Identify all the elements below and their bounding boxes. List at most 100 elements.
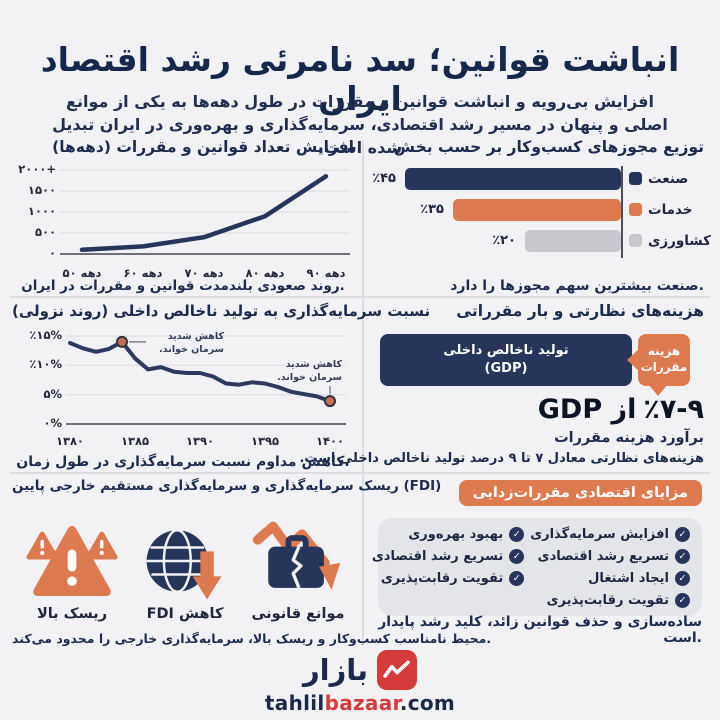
url-part-brand: bazaar bbox=[324, 691, 400, 715]
laws-growth-chart-section: افزایش تعداد قوانین و مقررات (دهه‌ها) ۰ ۵… bbox=[12, 138, 358, 294]
section-caption: ساده‌سازی و حذف قوانین زائد، کلید رشد پا… bbox=[378, 614, 702, 646]
gdp-box-line2: (GDP) bbox=[484, 361, 528, 376]
x-tick-label: ۱۴۰۰ bbox=[315, 434, 345, 448]
x-tick-label: دهه ۶۰ bbox=[123, 266, 163, 280]
y-tick-label: ۰% bbox=[43, 416, 62, 430]
benefit-item: ✓ افزایش سرمایه‌گذاری bbox=[530, 527, 690, 542]
brand-logo: بازار bbox=[302, 650, 418, 690]
cost-estimate-label: برآورد هزینه مقررات bbox=[554, 430, 704, 446]
x-tick-label: دهه ۷۰ bbox=[184, 266, 224, 280]
bar-category-label: صنعت bbox=[648, 171, 689, 187]
cost-badge-line1: هزینه bbox=[647, 344, 681, 359]
chart-title: توزیع مجوزهای کسب‌وکار بر حسب بخش bbox=[393, 138, 704, 156]
horizontal-divider bbox=[10, 296, 710, 298]
bar-category-label: خدمات bbox=[648, 202, 693, 218]
cost-of-gdp: از GDP bbox=[537, 394, 637, 425]
chart-caption: صنعت بیشترین سهم مجوزها را دارد. bbox=[450, 278, 704, 294]
annotation-line: کاهش شدید bbox=[167, 331, 224, 342]
chart-title: نسبت سرمایه‌گذاری به تولید ناخالص داخلی … bbox=[12, 302, 431, 320]
deregulation-benefits-section: مزایای اقتصادی مقررات‌زدایی ✓ افزایش سرما… bbox=[372, 478, 708, 646]
page-title: انباشت قوانین؛ سد نامرئی رشد اقتصاد ایرا… bbox=[40, 40, 680, 119]
cost-percent-range: ٪۷-۹ bbox=[643, 394, 704, 425]
bar-خدمات bbox=[453, 199, 621, 221]
y-tick-label: ٪۱۰% bbox=[29, 357, 62, 372]
annotation-sharp-decline: کاهش شدید سرمان خواند. bbox=[150, 331, 224, 357]
y-tick-label: ۰ bbox=[48, 246, 56, 260]
bar-value-label: ٪۳۵ bbox=[420, 202, 444, 217]
benefit-item-label: تقویت رقابت‌پذیری bbox=[380, 571, 504, 586]
regulatory-cost-section: هزینه‌های نظارتی و بار مقرراتی تولید ناخ… bbox=[299, 302, 708, 470]
zigzag-chart-icon bbox=[383, 660, 410, 678]
warning-triangles-icon bbox=[26, 525, 118, 597]
benefit-item: ✓ تسریع رشد اقتصادی bbox=[371, 549, 525, 564]
vertical-divider bbox=[362, 140, 364, 645]
investment-line-chart: ۰% ۵% ٪۱۰% ٪۱۵% کاهش شدید سرمان خواند. کاهش شد… bbox=[12, 328, 358, 452]
y-tick-label: ۲۰۰۰+ bbox=[18, 162, 56, 176]
fdi-item-label: ریسک بالا bbox=[36, 606, 108, 622]
laws-line-chart: ۰ ۵۰۰ ۱۰۰۰ ۱۵۰۰ ۲۰۰۰+ دهه ۵۰ دهه ۶۰ دهه ۷۰ دهه ۸… bbox=[12, 162, 358, 282]
fdi-item-label: موانع قانونی bbox=[251, 606, 345, 622]
y-tick-label: ۱۰۰۰ bbox=[27, 204, 56, 218]
laws-chart-canvas bbox=[60, 169, 350, 255]
cost-badge: هزینه مقررات bbox=[627, 334, 690, 396]
y-tick-label: ٪۱۵% bbox=[29, 328, 62, 342]
check-icon: ✓ bbox=[509, 527, 525, 542]
cost-badge-line2: مقررات bbox=[640, 360, 688, 374]
cost-big-figure: ٪۷-۹ از GDP bbox=[538, 394, 704, 425]
annotation-sharp-decline: کاهش شدید سرمان خواند. bbox=[260, 359, 342, 385]
check-icon: ✓ bbox=[675, 593, 690, 608]
invest-chart-canvas bbox=[66, 335, 346, 425]
license-distribution-section: توزیع مجوزهای کسب‌وکار بر حسب بخش ٪۴۵ صنع… bbox=[372, 138, 711, 294]
check-icon: ✓ bbox=[509, 571, 525, 586]
fdi-item-fdi-decline: کاهش FDI bbox=[132, 518, 238, 622]
annotation-line: کاهش شدید bbox=[285, 359, 342, 370]
site-url: tahlilbazaar.com bbox=[265, 691, 455, 715]
x-tick-label: دهه ۸۰ bbox=[245, 266, 285, 280]
url-part-tld: .com bbox=[399, 691, 456, 715]
broken-briefcase-down-arrow-icon bbox=[252, 521, 341, 590]
page-subtitle: افزایش بی‌رویه و انباشت قوانین و مقررات … bbox=[52, 92, 668, 158]
bar-value-label: ٪۲۰ bbox=[492, 233, 516, 248]
bar-axis bbox=[621, 166, 623, 258]
section-title: ریسک سرمایه‌گذاری و سرمایه‌گذاری مستقیم … bbox=[12, 478, 442, 494]
bazaar-logo-icon bbox=[377, 650, 418, 690]
fdi-item-label: کاهش FDI bbox=[146, 606, 224, 622]
y-tick-label: ۱۵۰۰ bbox=[27, 183, 56, 197]
benefit-item-label: بهبود بهره‌وری bbox=[408, 527, 504, 542]
legend-swatch bbox=[629, 203, 642, 216]
chart-caption: روند صعودی بلندمدت قوانین و مقررات در ای… bbox=[21, 278, 345, 294]
footer: بازار tahlilbazaar.com bbox=[0, 648, 720, 720]
chart-caption: کاهش مداوم نسبت سرمایه‌گذاری در طول زمان… bbox=[16, 454, 350, 470]
url-part-name: tahlil bbox=[264, 691, 325, 715]
benefit-item-label: تقویت رقابت‌پذیری bbox=[546, 593, 669, 608]
x-tick-label: دهه ۹۰ bbox=[306, 266, 346, 280]
fdi-risk-section: ریسک سرمایه‌گذاری و سرمایه‌گذاری مستقیم … bbox=[12, 478, 492, 646]
check-icon: ✓ bbox=[675, 571, 690, 586]
benefits-box: ✓ افزایش سرمایه‌گذاری ✓ تسریع رشد اقتصادی ✓ ا… bbox=[372, 518, 702, 616]
benefit-item-label: تسریع رشد اقتصادی bbox=[537, 549, 669, 564]
y-tick-label: ۵۰۰ bbox=[34, 225, 56, 239]
section-title: هزینه‌های نظارتی و بار مقرراتی bbox=[456, 302, 704, 320]
benefit-item-label: تسریع رشد اقتصادی bbox=[371, 549, 504, 564]
y-tick-label: ۵% bbox=[43, 386, 62, 401]
x-tick-label: ۱۳۹۰ bbox=[185, 434, 215, 448]
section-caption: محیط نامناسب کسب‌وکار و ریسک بالا، سرمای… bbox=[12, 631, 492, 646]
benefit-item: ✓ تقویت رقابت‌پذیری bbox=[372, 571, 525, 586]
benefit-item: ✓ بهبود بهره‌وری bbox=[372, 527, 525, 542]
bar-صنعت bbox=[405, 168, 621, 190]
x-tick-label: ۱۳۸۵ bbox=[120, 434, 150, 448]
check-icon: ✓ bbox=[675, 527, 690, 542]
fdi-item-legal-barriers: موانع قانونی bbox=[245, 518, 351, 622]
benefit-item: ✓ تسریع رشد اقتصادی bbox=[530, 549, 690, 564]
annotation-line: سرمان خواند. bbox=[277, 371, 342, 383]
check-icon: ✓ bbox=[675, 549, 690, 564]
benefit-item-label: افزایش سرمایه‌گذاری bbox=[530, 527, 669, 542]
x-tick-label: دهه ۵۰ bbox=[62, 266, 102, 280]
gdp-box-line1: تولید ناخالص داخلی bbox=[443, 343, 569, 359]
benefit-item: ✓ ایجاد اشتغال bbox=[530, 571, 690, 586]
brand-name: بازار bbox=[302, 652, 369, 687]
bar-category-label: کشاورزی bbox=[648, 233, 711, 249]
fdi-item-high-risk: ریسک بالا bbox=[19, 518, 125, 622]
gdp-box: تولید ناخالص داخلی (GDP) bbox=[380, 334, 632, 386]
benefit-item-label: ایجاد اشتغال bbox=[588, 571, 669, 586]
